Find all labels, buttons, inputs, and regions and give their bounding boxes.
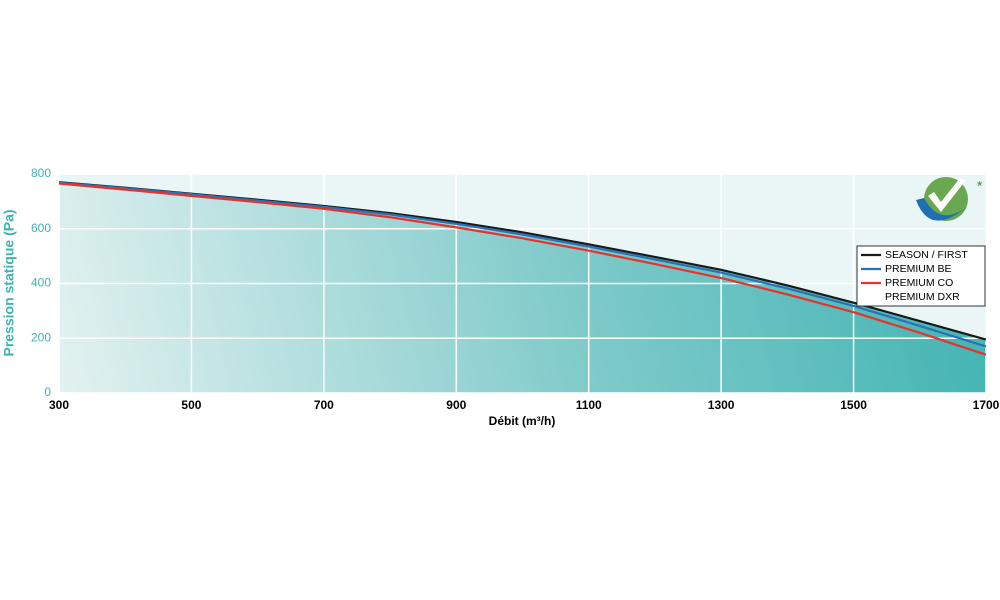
x-tick-label: 500 (181, 398, 201, 412)
logo-swoosh (916, 198, 968, 221)
logo: * (916, 177, 983, 221)
x-tick-label: 1100 (576, 398, 602, 412)
y-tick-label: 0 (44, 385, 51, 399)
x-axis-label: Débit (m³/h) (489, 414, 556, 428)
x-tick-label: 300 (49, 398, 69, 412)
y-axis-label: Pression statique (Pa) (1, 209, 17, 356)
logo-check (928, 178, 966, 212)
series-line (58, 182, 987, 356)
x-tick-label: 1500 (840, 398, 867, 412)
x-tick-label: 700 (314, 398, 334, 412)
x-tick-label: 1300 (708, 398, 735, 412)
x-tick-label: 1700 (973, 398, 1000, 412)
logo-asterisk: * (977, 178, 983, 194)
area-fill (59, 182, 986, 393)
y-tick-label: 400 (31, 276, 51, 290)
y-tick-label: 200 (31, 330, 51, 344)
legend-label: PREMIUM BE (885, 263, 952, 275)
y-tick-label: 800 (31, 166, 51, 180)
legend-label: PREMIUM CO PREMIUM DXR (885, 277, 960, 303)
y-tick-label: 600 (31, 221, 51, 235)
series-line (58, 181, 987, 348)
legend-label: SEASON / FIRST (885, 249, 968, 261)
x-tick-label: 900 (446, 398, 466, 412)
